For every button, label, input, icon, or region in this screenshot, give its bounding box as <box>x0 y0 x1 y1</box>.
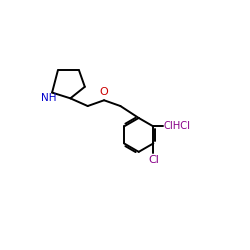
Text: ClHCl: ClHCl <box>164 121 191 131</box>
Text: O: O <box>99 87 108 97</box>
Text: Cl: Cl <box>148 155 159 165</box>
Text: NH: NH <box>42 93 57 103</box>
